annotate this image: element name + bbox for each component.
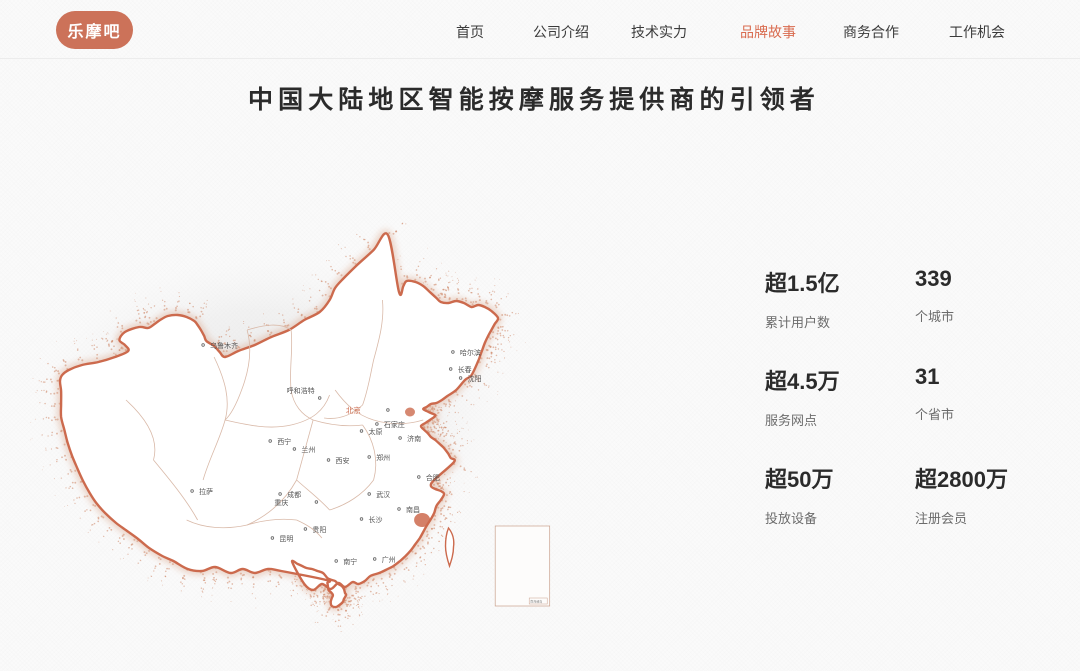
svg-text:贵阳: 贵阳	[312, 525, 326, 534]
svg-text:石家庄: 石家庄	[384, 420, 405, 429]
svg-text:长春: 长春	[458, 365, 472, 374]
svg-text:西宁: 西宁	[277, 437, 291, 446]
svg-text:成都: 成都	[287, 490, 301, 499]
svg-text:昆明: 昆明	[279, 535, 293, 543]
svg-text:太原: 太原	[369, 427, 383, 436]
svg-text:武汉: 武汉	[376, 490, 390, 499]
svg-text:南海诸岛: 南海诸岛	[530, 599, 542, 604]
svg-text:兰州: 兰州	[301, 445, 315, 454]
svg-text:哈尔滨: 哈尔滨	[460, 348, 481, 357]
svg-text:广州: 广州	[382, 555, 396, 564]
svg-text:济南: 济南	[407, 434, 421, 443]
svg-text:长沙: 长沙	[369, 515, 383, 524]
svg-text:乌鲁木齐: 乌鲁木齐	[210, 341, 238, 350]
svg-text:合肥: 合肥	[426, 473, 440, 482]
svg-text:沈阳: 沈阳	[468, 374, 482, 383]
svg-text:西安: 西安	[336, 456, 350, 465]
svg-text:重庆: 重庆	[274, 498, 288, 507]
svg-text:呼和浩特: 呼和浩特	[287, 386, 315, 395]
svg-text:拉萨: 拉萨	[199, 487, 213, 496]
svg-text:郑州: 郑州	[376, 454, 390, 462]
svg-text:北京: 北京	[346, 405, 361, 415]
svg-text:南宁: 南宁	[343, 557, 357, 566]
svg-text:南昌: 南昌	[406, 505, 420, 514]
